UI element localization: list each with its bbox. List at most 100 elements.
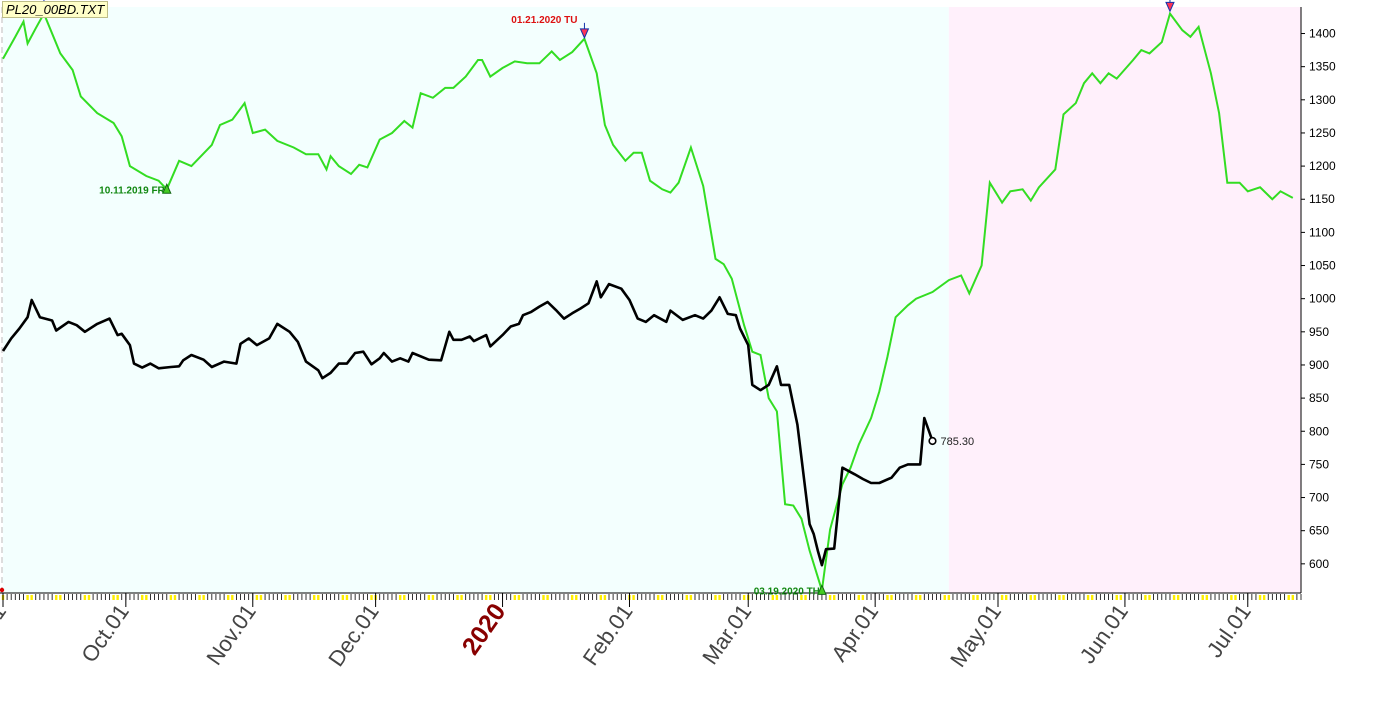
x-weekend-tick <box>431 595 435 600</box>
x-weekend-tick <box>833 595 836 600</box>
x-weekend-tick <box>489 595 492 600</box>
x-weekend-tick <box>886 595 889 600</box>
x-weekend-tick <box>1287 595 1290 600</box>
x-tick-label: Nov.01 <box>201 600 261 670</box>
x-weekend-tick <box>255 595 259 600</box>
x-weekend-tick <box>1115 595 1118 600</box>
x-weekend-tick <box>1258 595 1262 600</box>
x-weekend-tick <box>804 595 807 600</box>
x-weekend-tick <box>689 595 693 600</box>
x-weekend-tick <box>1062 595 1065 600</box>
x-weekend-tick <box>1119 595 1123 600</box>
y-tick-label: 900 <box>1309 358 1329 372</box>
y-tick-label: 850 <box>1309 391 1329 405</box>
x-weekend-tick <box>771 595 774 600</box>
last-value-label: 785.30 <box>940 436 974 448</box>
x-weekend-tick <box>1148 595 1151 600</box>
y-tick-label: 600 <box>1309 557 1329 571</box>
x-weekend-tick <box>861 595 865 600</box>
x-weekend-tick <box>976 595 979 600</box>
x-weekend-tick <box>59 595 62 600</box>
x-weekend-tick <box>800 595 803 600</box>
x-weekend-tick <box>1234 595 1237 600</box>
x-weekend-tick <box>345 595 349 600</box>
x-weekend-tick <box>202 595 205 600</box>
x-weekend-tick <box>83 595 87 600</box>
x-weekend-tick <box>284 595 287 600</box>
x-weekend-tick <box>1000 595 1004 600</box>
x-tick-label: May.01 <box>945 600 1006 672</box>
x-weekend-tick <box>775 595 779 600</box>
y-tick-label: 1300 <box>1309 93 1336 107</box>
x-weekend-tick <box>403 595 406 600</box>
x-weekend-tick <box>513 595 517 600</box>
y-tick-label: 1000 <box>1309 292 1336 306</box>
forecast-background <box>948 7 1301 593</box>
x-tick-label: 2020 <box>457 598 512 660</box>
x-weekend-tick <box>1262 595 1266 600</box>
x-weekend-tick <box>947 595 951 600</box>
y-tick-label: 700 <box>1309 491 1329 505</box>
y-tick-label: 950 <box>1309 325 1329 339</box>
y-tick-label: 800 <box>1309 424 1329 438</box>
x-weekend-tick <box>914 595 918 600</box>
top-marker-label: 01.21.2020 TU <box>511 15 577 26</box>
x-weekend-tick <box>972 595 975 600</box>
x-weekend-tick <box>116 595 119 600</box>
x-tick-label: Mar.01 <box>697 600 756 669</box>
y-tick-label: 1350 <box>1309 60 1336 74</box>
x-tick-label: Dec.01 <box>323 600 383 671</box>
bottom-marker-triangle <box>162 183 172 194</box>
x-weekend-tick <box>517 595 521 600</box>
y-tick-label: 1150 <box>1309 192 1335 206</box>
x-weekend-tick <box>632 595 635 600</box>
x-weekend-tick <box>570 595 574 600</box>
x-weekend-tick <box>55 595 58 600</box>
x-weekend-tick <box>828 595 832 600</box>
bottom-marker-label: 10.11.2019 FR <box>99 185 165 196</box>
y-tick-label: 1100 <box>1309 225 1335 239</box>
x-weekend-tick <box>656 595 660 600</box>
x-weekend-tick <box>456 595 459 600</box>
x-weekend-tick <box>288 595 291 600</box>
x-weekend-tick <box>542 595 545 600</box>
x-weekend-tick <box>231 595 234 600</box>
x-weekend-tick <box>603 595 607 600</box>
x-weekend-tick <box>1144 595 1147 600</box>
x-weekend-tick <box>1172 595 1176 600</box>
x-weekend-tick <box>599 595 603 600</box>
x-weekend-tick <box>145 595 148 600</box>
x-tick-label: Sep.01 <box>0 600 11 671</box>
x-weekend-tick <box>169 595 173 600</box>
last-value-dot <box>928 436 937 446</box>
x-weekend-tick <box>1090 595 1094 600</box>
x-weekend-tick <box>1205 595 1209 600</box>
x-weekend-tick <box>1230 595 1233 600</box>
x-weekend-tick <box>173 595 177 600</box>
price-series-line <box>1 280 934 567</box>
x-weekend-tick <box>1176 595 1180 600</box>
x-weekend-tick <box>1058 595 1061 600</box>
x-weekend-tick <box>198 595 201 600</box>
y-tick-label: 1200 <box>1309 159 1336 173</box>
x-weekend-tick <box>26 595 29 600</box>
x-weekend-tick <box>370 595 373 600</box>
x-weekend-tick <box>1033 595 1037 600</box>
y-tick-label: 1050 <box>1309 259 1336 273</box>
x-tick-label: Jul.01 <box>1202 600 1256 662</box>
y-tick-label: 750 <box>1309 457 1329 471</box>
x-weekend-tick <box>685 595 689 600</box>
x-weekend-tick <box>943 595 946 600</box>
x-weekend-tick <box>317 595 320 600</box>
x-weekend-tick <box>575 595 578 600</box>
history-background <box>3 7 949 593</box>
x-tick-label: Jun.01 <box>1075 600 1133 668</box>
y-tick-label: 1400 <box>1309 27 1336 41</box>
x-weekend-tick <box>460 595 463 600</box>
x-weekend-tick <box>484 595 488 600</box>
x-weekend-tick <box>112 595 115 600</box>
x-weekend-tick <box>546 595 549 600</box>
x-weekend-tick <box>890 595 893 600</box>
x-weekend-tick <box>857 595 860 600</box>
